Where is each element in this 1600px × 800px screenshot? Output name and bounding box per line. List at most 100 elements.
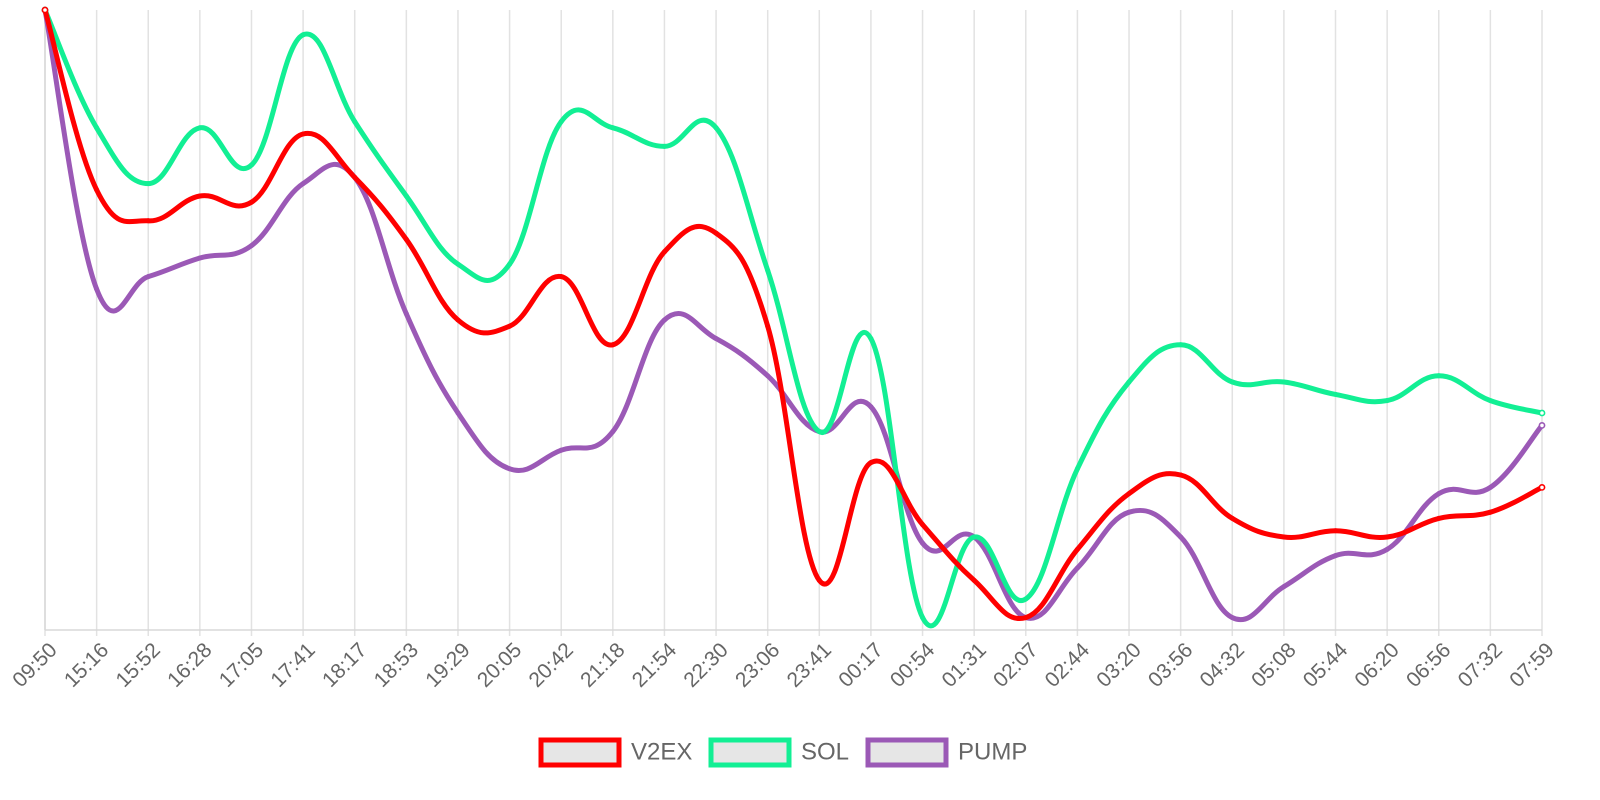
data-point-pump[interactable]	[94, 286, 100, 292]
data-point-v2ex[interactable]	[610, 342, 616, 348]
data-point-pump[interactable]	[1281, 584, 1287, 590]
x-tick-labels: 09:5015:1615:5216:2817:0517:4118:1718:53…	[8, 638, 1558, 692]
data-point-pump[interactable]	[661, 317, 667, 323]
data-point-sol[interactable]	[1126, 379, 1132, 385]
data-point-sol[interactable]	[920, 615, 926, 621]
data-point-pump[interactable]	[507, 466, 513, 472]
legend-item-sol[interactable]: SOL	[708, 737, 849, 768]
legend[interactable]: V2EX SOL PUMP	[538, 737, 1027, 768]
x-tick-label: 18:53	[370, 638, 423, 691]
data-point-v2ex[interactable]	[1229, 515, 1235, 521]
data-point-pump[interactable]	[1126, 509, 1132, 515]
data-point-sol[interactable]	[507, 261, 513, 267]
data-point-pump[interactable]	[1538, 421, 1546, 429]
data-point-sol[interactable]	[1436, 373, 1442, 379]
x-tick-label: 19:29	[421, 638, 474, 691]
data-point-pump[interactable]	[1333, 553, 1339, 559]
data-point-pump[interactable]	[248, 243, 254, 249]
data-point-sol[interactable]	[765, 267, 771, 273]
data-point-sol[interactable]	[1229, 379, 1235, 385]
x-tick-label: 07:32	[1454, 638, 1507, 691]
data-point-pump[interactable]	[403, 311, 409, 317]
data-point-v2ex[interactable]	[507, 323, 513, 329]
data-point-sol[interactable]	[145, 181, 151, 187]
legend-item-pump[interactable]: PUMP	[865, 737, 1027, 768]
data-point-pump[interactable]	[145, 274, 151, 280]
data-point-v2ex[interactable]	[455, 317, 461, 323]
data-point-v2ex[interactable]	[197, 193, 203, 199]
legend-item-v2ex[interactable]: V2EX	[538, 737, 692, 768]
data-point-sol[interactable]	[661, 143, 667, 149]
data-point-pump[interactable]	[455, 410, 461, 416]
data-point-pump[interactable]	[1436, 491, 1442, 497]
data-point-v2ex[interactable]	[816, 577, 822, 583]
data-point-sol[interactable]	[713, 125, 719, 131]
data-point-pump[interactable]	[1178, 534, 1184, 540]
data-point-pump[interactable]	[1487, 484, 1493, 490]
data-point-v2ex[interactable]	[1281, 534, 1287, 540]
data-point-v2ex[interactable]	[1178, 472, 1184, 478]
data-point-sol[interactable]	[300, 32, 306, 38]
data-point-pump[interactable]	[713, 336, 719, 342]
data-point-pump[interactable]	[1229, 615, 1235, 621]
data-point-sol[interactable]	[248, 162, 254, 168]
data-point-v2ex[interactable]	[145, 218, 151, 224]
data-point-v2ex[interactable]	[94, 187, 100, 193]
data-point-sol[interactable]	[558, 119, 564, 125]
series-sol	[41, 6, 1546, 629]
data-point-sol[interactable]	[868, 336, 874, 342]
data-point-sol[interactable]	[94, 125, 100, 131]
data-point-v2ex[interactable]	[352, 174, 358, 180]
data-point-v2ex[interactable]	[1333, 528, 1339, 534]
data-point-pump[interactable]	[1074, 565, 1080, 571]
data-point-sol[interactable]	[1333, 391, 1339, 397]
data-point-sol[interactable]	[1384, 398, 1390, 404]
data-point-pump[interactable]	[765, 373, 771, 379]
data-point-sol[interactable]	[352, 119, 358, 125]
data-point-v2ex[interactable]	[713, 230, 719, 236]
data-point-v2ex[interactable]	[868, 460, 874, 466]
data-point-sol[interactable]	[1281, 379, 1287, 385]
data-point-pump[interactable]	[868, 404, 874, 410]
data-point-sol[interactable]	[455, 261, 461, 267]
data-point-v2ex[interactable]	[971, 577, 977, 583]
data-point-v2ex[interactable]	[248, 199, 254, 205]
data-point-v2ex[interactable]	[403, 236, 409, 242]
x-tick-label: 18:17	[318, 638, 371, 691]
series-v2ex	[41, 6, 1546, 622]
data-point-sol[interactable]	[197, 125, 203, 131]
data-point-v2ex[interactable]	[300, 131, 306, 137]
x-tick-label: 03:20	[1092, 638, 1145, 691]
data-point-pump[interactable]	[610, 429, 616, 435]
data-point-sol[interactable]	[403, 193, 409, 199]
data-point-sol[interactable]	[1178, 342, 1184, 348]
data-point-pump[interactable]	[300, 181, 306, 187]
data-point-sol[interactable]	[1487, 398, 1493, 404]
legend-label-sol: SOL	[801, 738, 849, 765]
data-point-sol[interactable]	[1023, 596, 1029, 602]
data-point-sol[interactable]	[971, 534, 977, 540]
data-point-v2ex[interactable]	[1126, 491, 1132, 497]
data-point-v2ex[interactable]	[1023, 615, 1029, 621]
data-point-pump[interactable]	[558, 447, 564, 453]
data-point-v2ex[interactable]	[1436, 515, 1442, 521]
data-point-pump[interactable]	[197, 255, 203, 261]
data-point-v2ex[interactable]	[1538, 483, 1546, 491]
data-point-v2ex[interactable]	[41, 6, 49, 14]
data-point-v2ex[interactable]	[661, 249, 667, 255]
data-point-sol[interactable]	[1538, 409, 1546, 417]
data-point-pump[interactable]	[920, 540, 926, 546]
data-point-v2ex[interactable]	[1487, 509, 1493, 515]
data-point-pump[interactable]	[1384, 546, 1390, 552]
data-point-sol[interactable]	[1074, 466, 1080, 472]
x-tick-label: 23:41	[783, 638, 836, 691]
data-point-sol[interactable]	[610, 125, 616, 131]
data-point-v2ex[interactable]	[765, 323, 771, 329]
x-tick-label: 05:08	[1247, 638, 1300, 691]
data-point-v2ex[interactable]	[1074, 546, 1080, 552]
data-point-v2ex[interactable]	[920, 522, 926, 528]
data-point-v2ex[interactable]	[558, 274, 564, 280]
data-point-sol[interactable]	[816, 429, 822, 435]
data-point-v2ex[interactable]	[1384, 534, 1390, 540]
